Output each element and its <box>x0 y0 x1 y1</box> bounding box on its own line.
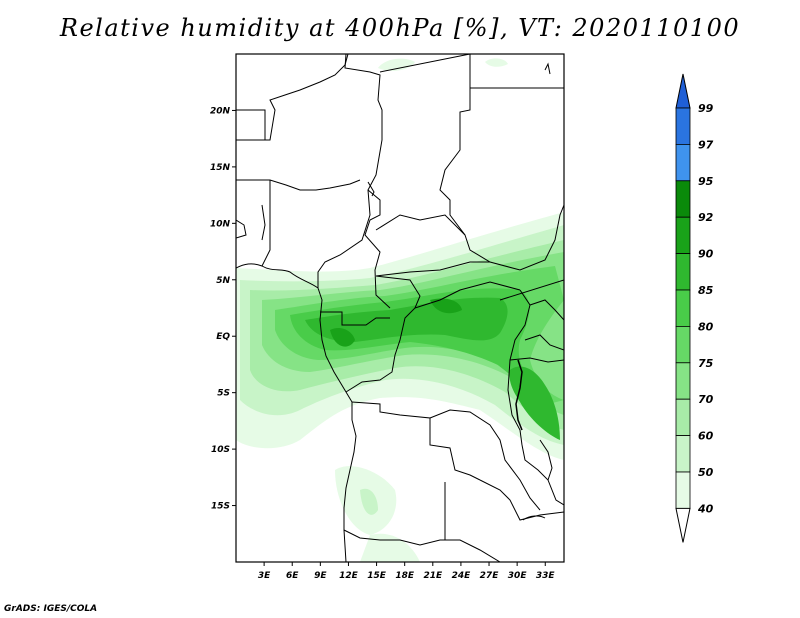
longitude-axis: 3E 6E 9E 12E 15E 18E 21E 24E 27E 30E 33E <box>258 562 556 581</box>
colorbar-label: 97 <box>698 138 714 151</box>
rh-90-region <box>330 328 355 347</box>
colorbar-label: 50 <box>698 466 714 479</box>
colorbar-label: 80 <box>698 320 714 333</box>
lon-label: 24E <box>452 571 472 581</box>
rh-40-north2 <box>485 58 508 67</box>
colorbar-max-arrow <box>675 73 691 109</box>
rh-90-region2 <box>430 298 462 314</box>
colorbar-segment <box>675 216 691 254</box>
lat-label: 15S <box>211 502 230 512</box>
colorbar-label: 99 <box>698 102 714 115</box>
lat-label: 10N <box>210 219 231 229</box>
colorbar-segment <box>675 143 691 182</box>
lon-label: 21E <box>423 571 443 581</box>
rh-85-east <box>509 366 560 440</box>
lat-label: 20N <box>210 106 231 116</box>
colorbar: 99 97 95 92 90 85 80 75 70 60 50 40 <box>675 73 714 543</box>
map-frame <box>235 53 565 563</box>
colorbar-segment <box>675 180 691 218</box>
colorbar-segment <box>675 325 691 364</box>
colorbar-segment <box>675 471 691 509</box>
colorbar-label: 95 <box>698 175 714 188</box>
colorbar-segment <box>675 107 691 145</box>
lon-label: 3E <box>258 571 271 581</box>
colorbar-segment <box>675 435 691 473</box>
lon-label: 27E <box>480 571 500 581</box>
lon-label: 18E <box>395 571 415 581</box>
country-borders <box>236 54 564 562</box>
colorbar-segment <box>675 289 691 327</box>
colorbar-label: 60 <box>698 430 714 443</box>
grads-credit: GrADS: IGES/COLA <box>4 604 98 614</box>
lon-label: 9E <box>314 571 327 581</box>
chart-title: Relative humidity at 400hPa [%], VT: 202… <box>59 14 741 42</box>
rh-50-south <box>360 488 378 515</box>
colorbar-segment <box>675 398 691 437</box>
colorbar-min-arrow <box>675 507 691 543</box>
latitude-axis: 20N 15N 10N 5N EQ 5S 10S 15S <box>210 106 236 512</box>
lat-label: EQ <box>216 332 230 342</box>
lon-label: 33E <box>536 571 556 581</box>
lat-label: 15N <box>210 163 231 173</box>
rh-40-north <box>378 58 415 71</box>
lat-label: 5N <box>216 276 230 286</box>
lon-label: 6E <box>286 571 299 581</box>
colorbar-segment <box>675 253 691 291</box>
lon-label: 30E <box>508 571 528 581</box>
colorbar-label: 85 <box>698 284 714 297</box>
lon-label: 15E <box>367 571 387 581</box>
lat-label: 5S <box>217 389 230 399</box>
lat-label: 10S <box>211 445 230 455</box>
colorbar-label: 90 <box>698 248 714 261</box>
rh-40-far-south <box>360 533 420 562</box>
colorbar-label: 70 <box>698 393 714 406</box>
colorbar-label: 92 <box>698 211 714 224</box>
lon-label: 12E <box>339 571 359 581</box>
colorbar-label: 40 <box>697 502 714 515</box>
colorbar-segment <box>675 362 691 400</box>
humidity-field <box>236 58 564 562</box>
colorbar-label: 75 <box>698 357 714 370</box>
